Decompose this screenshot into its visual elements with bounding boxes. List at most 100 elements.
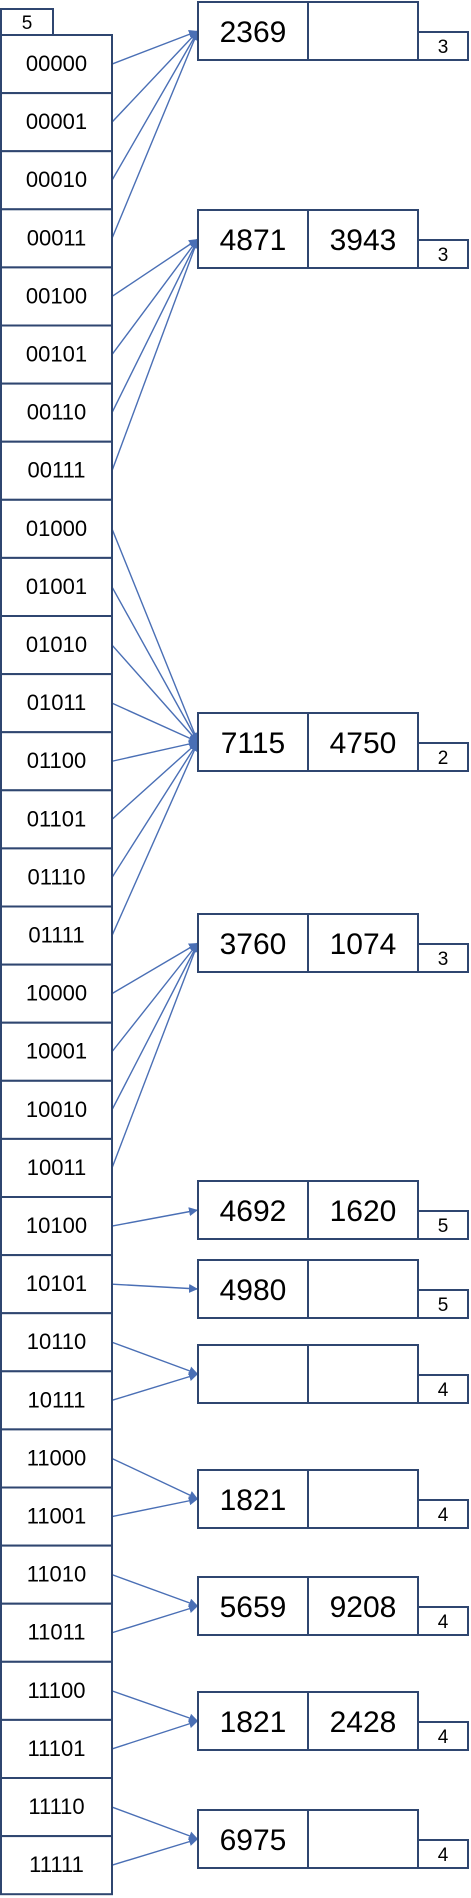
local-depth-label: 4 (438, 1845, 449, 1866)
bucket-key-slot (197, 1691, 309, 1751)
local-depth-label: 4 (438, 1727, 449, 1748)
pointer-arrow (111, 942, 199, 1111)
directory-cell-label: 10111 (28, 1387, 86, 1412)
bucket-key-slot (307, 1576, 419, 1636)
pointer-arrow (111, 741, 199, 820)
pointer-arrow (111, 741, 199, 936)
bucket-key: 2369 (220, 16, 287, 49)
directory-cell-label: 01110 (28, 864, 86, 889)
bucket: 4980 5 (197, 1259, 469, 1319)
directory-cell (0, 1137, 113, 1199)
directory-cell (0, 731, 113, 792)
local-depth-box (417, 31, 469, 61)
directory-cell-label: 00101 (26, 342, 87, 367)
local-depth-box (417, 1721, 469, 1751)
global-depth-label: 5 (22, 13, 33, 34)
bucket-key: 4692 (220, 1195, 287, 1228)
directory-cell (0, 1602, 113, 1663)
pointer-arrow (111, 942, 199, 995)
bucket: 3760 1074 3 (197, 913, 469, 973)
pointer-arrow (111, 30, 199, 65)
directory-cell (0, 1660, 113, 1721)
local-depth-box (417, 1289, 469, 1319)
bucket-key: 3943 (330, 224, 397, 257)
bucket-key-slot (197, 1180, 309, 1240)
directory-cell (0, 92, 113, 153)
local-depth-label: 2 (438, 748, 449, 769)
directory-cell (0, 789, 113, 850)
directory-cell-label: 00110 (27, 400, 87, 425)
pointer-arrow (111, 1457, 199, 1500)
bucket-key-slot (307, 1469, 419, 1529)
bucket-key: 1821 (220, 1706, 287, 1739)
pointer-arrow (111, 238, 199, 413)
directory-cell (0, 1254, 113, 1315)
local-depth-box (417, 1374, 469, 1404)
directory-cell-label: 11001 (27, 1504, 87, 1529)
pointer-arrow (111, 30, 199, 181)
bucket-key-slot (197, 1576, 309, 1636)
bucket-key-slot (307, 1691, 419, 1751)
directory-cell-label: 01000 (26, 516, 87, 541)
bucket: 4 (197, 1344, 469, 1404)
directory-cell-label: 00111 (28, 458, 86, 483)
local-depth-box (417, 239, 469, 269)
directory-cell-label: 10110 (27, 1329, 87, 1354)
bucket: 7115 4750 2 (197, 712, 469, 772)
pointer-arrow (111, 942, 199, 1169)
pointer-arrow (111, 1690, 199, 1723)
pointer-arrow (111, 1806, 199, 1841)
directory-cell (0, 440, 113, 501)
buckets: 2369 3 4871 3943 3 7115 4750 2 3760 1074 3 4692 1620… (197, 1, 469, 1869)
local-depth-label: 5 (438, 1295, 449, 1316)
bucket-key-slot (307, 913, 419, 973)
pointer-arrow (111, 238, 200, 471)
pointer-arrow (111, 741, 199, 878)
bucket-key: 4871 (220, 224, 287, 257)
pointer-arrow (111, 586, 199, 743)
local-depth-label: 4 (438, 1380, 449, 1401)
bucket: 1821 2428 4 (197, 1691, 469, 1751)
pointer-arrow (111, 238, 199, 298)
local-depth-label: 3 (438, 37, 449, 58)
directory-cell (0, 673, 113, 734)
local-depth-box (417, 1210, 469, 1240)
bucket: 1821 4 (197, 1469, 469, 1529)
directory-cell-label: 11100 (28, 1678, 86, 1703)
bucket-key: 9208 (330, 1591, 397, 1624)
directory-cell (0, 1544, 113, 1605)
pointer-arrow (111, 1283, 199, 1293)
pointer-arrow (111, 1207, 199, 1227)
bucket-key-slot (307, 1, 419, 61)
directory: 5 00000 00001 00010 00011 00100 00101 00110 001… (0, 8, 113, 1896)
pointer-arrow (111, 702, 199, 743)
pointer-arrow (111, 1372, 199, 1402)
directory-cell (0, 1079, 113, 1140)
bucket-key: 4980 (220, 1274, 287, 1307)
bucket-key-slot (197, 1344, 309, 1404)
bucket-key: 7115 (221, 727, 286, 760)
bucket-key: 3760 (220, 928, 287, 961)
local-depth-label: 5 (438, 1216, 449, 1237)
directory-cell-label: 01010 (26, 632, 87, 657)
bucket-key: 1821 (220, 1484, 287, 1517)
directory-cell (0, 905, 113, 966)
directory-cell-label: 00000 (26, 51, 87, 76)
bucket-key-slot (307, 1180, 419, 1240)
local-depth-box (417, 1839, 469, 1869)
directory-cell-label: 00001 (26, 109, 87, 134)
directory-cell-label: 11101 (28, 1736, 86, 1761)
bucket-key: 6975 (220, 1824, 287, 1857)
pointer-arrow (111, 1837, 199, 1866)
bucket-key-slot (197, 712, 309, 772)
directory-cell-label: 00100 (26, 283, 87, 308)
directory-cell (0, 1835, 113, 1896)
directory-cell-label: 00011 (27, 225, 87, 250)
bucket: 4692 1620 5 (197, 1180, 469, 1240)
local-depth-box (417, 742, 469, 772)
pointer-arrow (111, 739, 199, 762)
bucket-key-slot (307, 1344, 419, 1404)
directory-cell (0, 615, 113, 676)
pointer-arrows (111, 30, 200, 1866)
